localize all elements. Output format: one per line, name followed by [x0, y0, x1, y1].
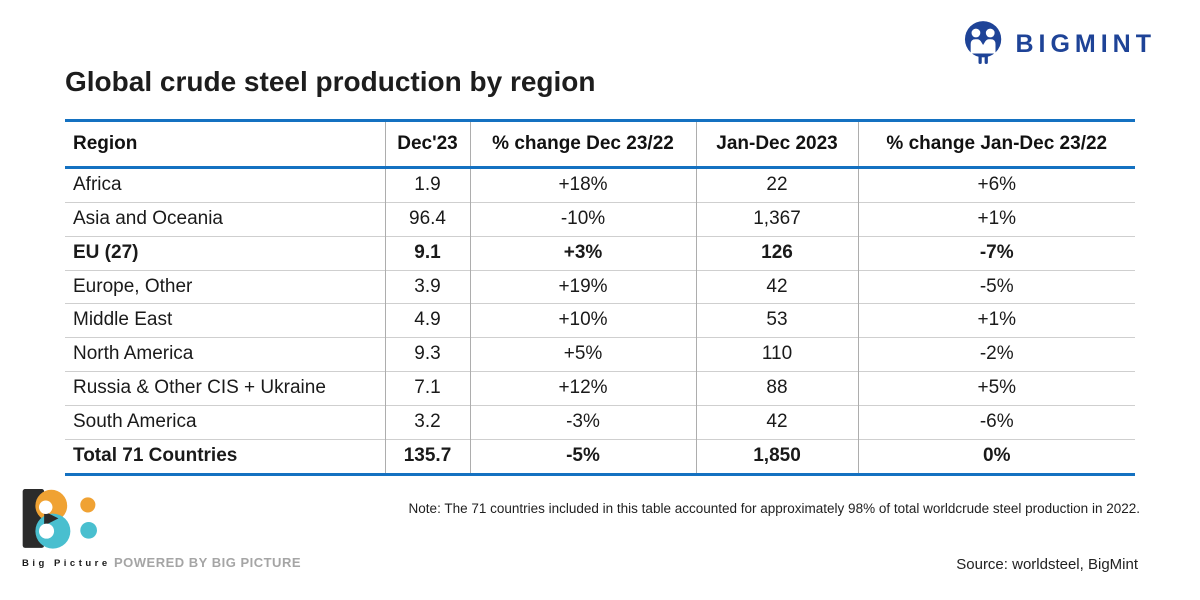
cell-dec23: 7.1: [384, 371, 470, 406]
cell-change-year: -5%: [857, 269, 1135, 304]
cell-change-dec: -5%: [469, 438, 696, 475]
column-header-change-dec: % change Dec 23/22: [469, 119, 696, 169]
bigmint-logo: BIGMINT: [964, 20, 1156, 68]
cell-change-year: -7%: [857, 235, 1135, 271]
cell-region: Africa: [73, 173, 122, 195]
table-row: Middle East 4.9 +10% 53 +1%: [65, 303, 1135, 338]
cell-region: Russia & Other CIS + Ukraine: [65, 371, 385, 406]
cell-change-dec: -3%: [469, 405, 696, 440]
table-row: South America 3.2 -3% 42 -6%: [65, 405, 1135, 440]
cell-jandec: 22: [695, 167, 858, 203]
cell-region: Total 71 Countries: [65, 438, 385, 475]
cell-region: Middle East: [65, 303, 385, 338]
cell-jandec: 53: [695, 303, 858, 338]
cell-change-year: +6%: [857, 167, 1135, 203]
steel-production-table: Region Dec'23 % change Dec 23/22 Jan-Dec…: [65, 119, 1135, 476]
cell-change-dec: +5%: [469, 337, 696, 372]
cell-jandec: 88: [695, 371, 858, 406]
table-row: North America 9.3 +5% 110 -2%: [65, 337, 1135, 372]
source-text: Source: worldsteel, BigMint: [956, 556, 1138, 573]
table-row: Europe, Other 3.9 +19% 42 -5%: [65, 269, 1135, 304]
cell-change-dec: +10%: [469, 303, 696, 338]
page-title: Global crude steel production by region: [65, 66, 596, 97]
column-header-change-year: % change Jan-Dec 23/22: [857, 119, 1135, 169]
cell-region: North America: [65, 337, 385, 372]
cell-dec23: 135.7: [384, 438, 470, 475]
cell-dec23: 3.9: [384, 269, 470, 304]
cell-change-year: -6%: [857, 405, 1135, 440]
table-row: EU (27) 9.1 +3% 126 -7%: [65, 235, 1135, 271]
cell-jandec: 42: [695, 269, 858, 304]
cell-region: Asia and Oceania: [65, 201, 385, 237]
cell-change-year: -2%: [857, 337, 1135, 372]
column-header-dec23: Dec'23: [384, 119, 470, 169]
column-header-jandec: Jan-Dec 2023: [695, 119, 858, 169]
cell-change-year: +5%: [857, 371, 1135, 406]
table-row: Russia & Other CIS + Ukraine 7.1 +12% 88 +5%: [65, 371, 1135, 406]
table-body: Africa 1.9 +18% 22 +6% Asia and Oceania 96.4 -1…: [65, 167, 1135, 475]
footnote: Note: The 71 countries included in this …: [408, 501, 1140, 516]
table-row: Total 71 Countries 135.7 -5% 1,850 0%: [65, 438, 1135, 475]
table-row: Asia and Oceania 96.4 -10% 1,367 +1%: [65, 201, 1135, 237]
cell-change-dec: -10%: [469, 201, 696, 237]
cell-dec23: 3.2: [384, 405, 470, 440]
cell-change-year: 0%: [857, 438, 1135, 475]
big-picture-icon: [22, 489, 97, 549]
big-picture-label: Big Picture: [22, 558, 111, 569]
cell-jandec: 42: [695, 405, 858, 440]
bigmint-wordmark: BIGMINT: [1015, 29, 1156, 58]
cell-change-dec: +18%: [469, 167, 696, 203]
cell-region: EU (27): [65, 235, 385, 271]
powered-by-text: POWERED BY BIG PICTURE: [114, 555, 302, 570]
table-row: Africa 1.9 +18% 22 +6%: [65, 167, 1135, 203]
cell-change-dec: +19%: [469, 269, 696, 304]
cell-change-dec: +3%: [469, 235, 696, 271]
cell-jandec: 1,850: [695, 438, 858, 475]
cell-jandec: 110: [695, 337, 858, 372]
cell-jandec: 126: [695, 235, 858, 271]
cell-dec23: 96.4: [384, 201, 470, 237]
table-container: Region Dec'23 % change Dec 23/22 Jan-Dec…: [65, 119, 1135, 476]
cell-change-year: +1%: [857, 201, 1135, 237]
bigmint-icon: [965, 21, 1002, 65]
cell-dec23: 4.9: [384, 303, 470, 338]
cell-dec23: 9.1: [384, 235, 470, 271]
cell-dec23: 1.9: [384, 167, 470, 203]
cell-jandec: 1,367: [695, 201, 858, 237]
column-header-region: Region: [65, 119, 385, 169]
cell-change-dec: +12%: [469, 371, 696, 406]
cell-region: South America: [65, 405, 385, 440]
big-picture-logo: Big Picture: [22, 489, 122, 569]
table-header-row: Region Dec'23 % change Dec 23/22 Jan-Dec…: [65, 119, 1135, 169]
cell-dec23: 9.3: [384, 337, 470, 372]
cell-region: Europe, Other: [65, 269, 385, 304]
cell-change-year: +1%: [857, 303, 1135, 338]
